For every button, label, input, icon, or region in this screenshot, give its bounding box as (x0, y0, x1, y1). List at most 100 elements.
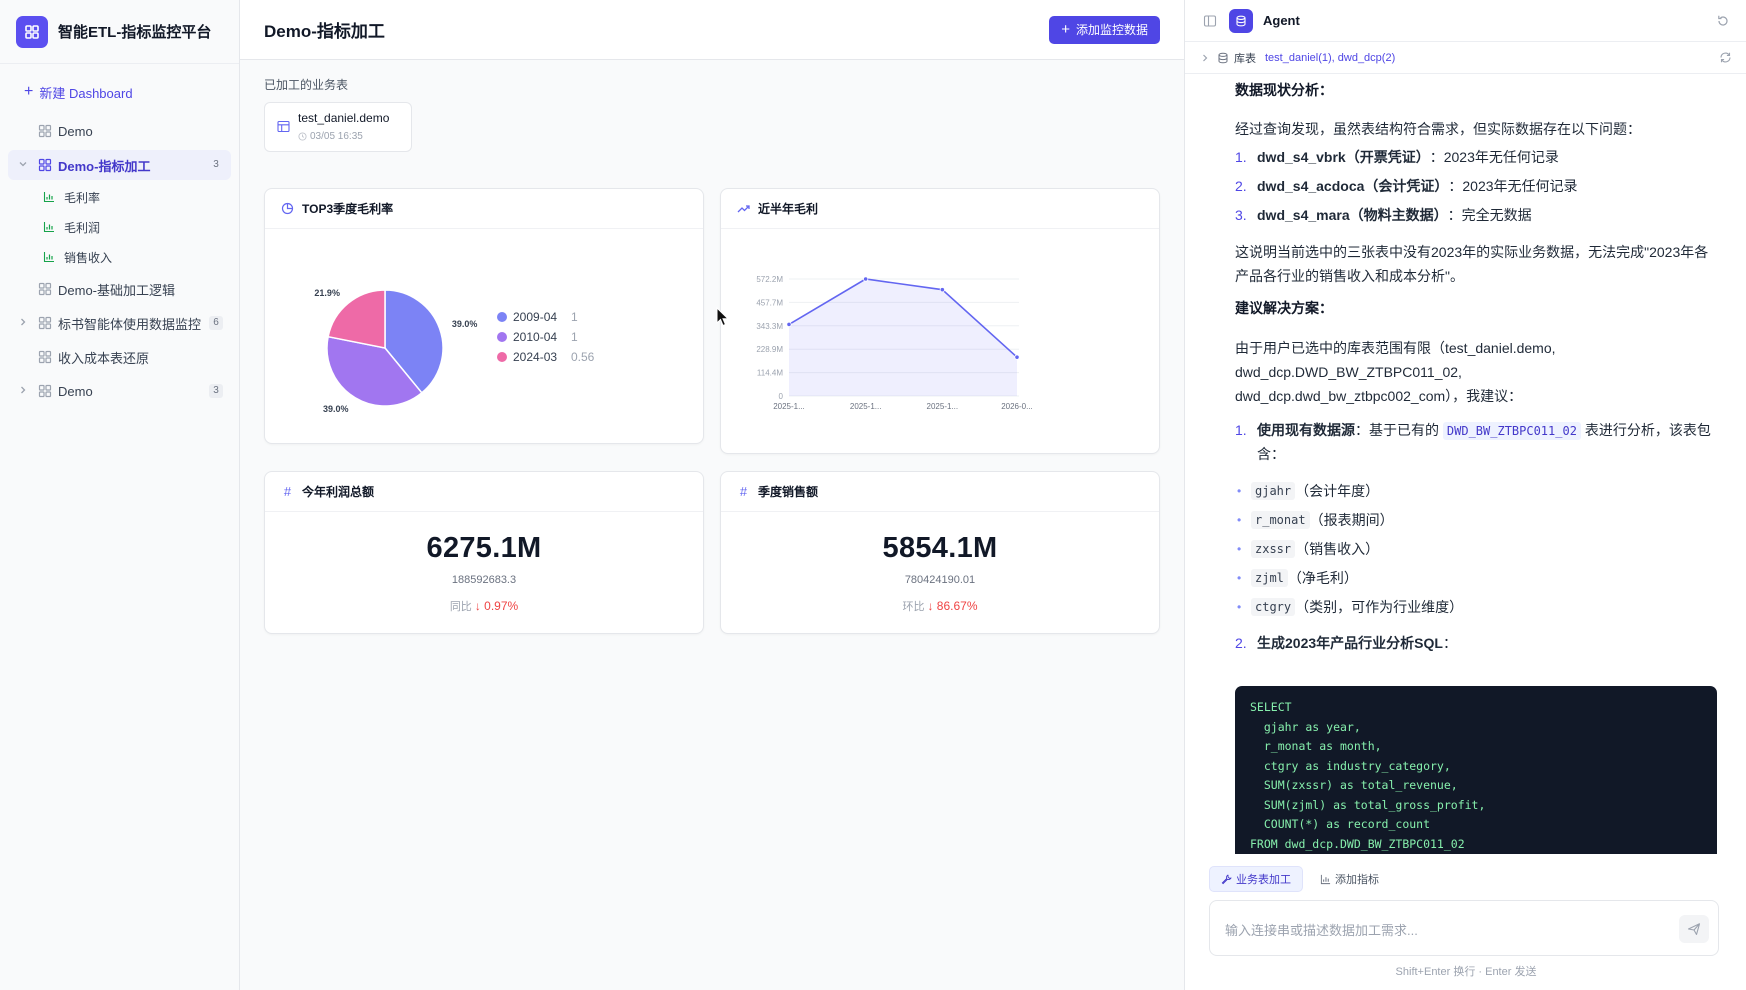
suggestion-title: 生成2023年产品行业分析SQL (1257, 635, 1443, 651)
keyboard-hint: Shift+Enter 换行 · Enter 发送 (1395, 966, 1537, 978)
table-name: test_daniel.demo (298, 111, 390, 125)
chevron-right-icon[interactable] (1199, 52, 1211, 64)
processed-table-card[interactable]: test_daniel.demo 03/05 16:35 (264, 102, 412, 152)
send-button[interactable] (1679, 915, 1709, 943)
legend-label: 2024-03 (513, 350, 558, 364)
tab-add-metric[interactable]: 添加指标 (1309, 866, 1390, 892)
reset-icon[interactable] (1716, 14, 1730, 28)
count-badge: 6 (209, 316, 223, 330)
message-paragraph: 经过查询发现，虽然表结构符合需求，但实际数据存在以下问题： (1235, 121, 1641, 137)
area-chart: 572.2M457.7M343.3M228.9M114.4M02025-1...… (756, 275, 1032, 411)
legend-value: 0.56 (571, 350, 595, 364)
legend-value: 1 (571, 330, 578, 344)
legend-swatch (497, 352, 507, 362)
bullet: • (1237, 541, 1242, 556)
bullet: • (1237, 599, 1242, 614)
card-header: 近半年毛利 (721, 189, 1159, 229)
change-value: ↓ 86.67% (927, 599, 978, 613)
tab-label: 业务表加工 (1236, 874, 1291, 886)
data-point[interactable] (863, 276, 869, 282)
sidebar-subitem-label: 毛利润 (64, 220, 101, 235)
chevron-down-icon[interactable] (16, 157, 30, 171)
panel-toggle-icon[interactable] (1203, 14, 1217, 28)
legend-item[interactable]: 2024-03 0.56 (497, 347, 594, 367)
data-point[interactable] (786, 321, 792, 328)
sidebar-item-demo-metrics[interactable]: Demo-指标加工 3 (8, 150, 231, 180)
comparison-label: 同比 (449, 601, 472, 613)
agent-panel: Agent 库表 test_daniel(1), dwd_dcp(2) 数据现状… (1184, 0, 1746, 990)
legend-item[interactable]: 2010-04 1 (497, 327, 594, 347)
data-point[interactable] (1014, 354, 1020, 360)
table-date: 03/05 16:35 (298, 131, 363, 142)
send-icon (1687, 923, 1701, 936)
data-point[interactable] (939, 287, 945, 293)
count-badge: 3 (213, 159, 219, 170)
sql-code-block[interactable]: SELECT gjahr as year, r_monat as month, … (1235, 686, 1717, 854)
list-number: 3. (1235, 207, 1247, 223)
chevron-right-icon[interactable] (16, 383, 30, 397)
pie-chart-icon (281, 202, 294, 215)
kpi-comparison: 同比 ↓ 0.97% (265, 598, 703, 614)
sidebar-subitem-gross-margin[interactable]: 毛利率 (8, 184, 231, 210)
message-paragraph: 由于用户已选中的库表范围有限（test_daniel.demo, dwd_dcp… (1235, 340, 1556, 404)
pie-slice[interactable] (326, 335, 423, 407)
area-fill (789, 279, 1017, 396)
suggestion-item: 1. 使用现有数据源：基于已有的 DWD_BW_ZTBPC011_02 表进行分… (1235, 419, 1720, 466)
field-item: • gjahr （会计年度） (1235, 476, 1379, 505)
agent-logo-icon (1229, 8, 1253, 33)
scope-label: 库表 (1234, 52, 1256, 65)
legend-value: 1 (571, 310, 578, 324)
mouse-cursor-icon (716, 307, 730, 327)
card-header: TOP3季度毛利率 (265, 189, 703, 229)
count-badge: 3 (209, 384, 223, 398)
legend-item[interactable]: 2009-04 1 (497, 307, 594, 327)
pie-slice[interactable] (327, 289, 386, 349)
add-monitor-data-button[interactable]: + 添加监控数据 (1049, 15, 1160, 44)
suggestion-title: 使用现有数据源 (1257, 422, 1355, 438)
sidebar-item-revenue-cost[interactable]: 收入成本表还原 (8, 342, 231, 372)
list-number: 2. (1235, 635, 1247, 651)
field-desc: （报表期间） (1309, 511, 1394, 528)
tab-label: 添加指标 (1335, 874, 1379, 886)
table-date-text: 03/05 16:35 (310, 131, 363, 142)
database-icon (1218, 52, 1228, 63)
field-code: zjml (1251, 568, 1288, 587)
change-value: ↓ 0.97% (474, 599, 519, 613)
sidebar-subitem-label: 毛利率 (64, 190, 101, 205)
composer-tabs: 业务表加工 添加指标 (1209, 866, 1396, 892)
bar-chart-icon (1320, 874, 1331, 884)
sidebar-subitem-sales-revenue[interactable]: 销售收入 (8, 244, 231, 270)
app-logo-icon (16, 15, 48, 48)
sidebar-item-bid-agent-monitor[interactable]: 标书智能体使用数据监控 6 (8, 308, 231, 338)
issue-text: ：完全无数据 (1447, 207, 1532, 223)
sidebar-item-demo-2[interactable]: Demo 3 (8, 376, 231, 406)
y-tick-label: 228.9M (756, 345, 783, 354)
list-number: 2. (1235, 178, 1247, 194)
page-title: Demo-指标加工 (264, 22, 385, 41)
table-icon (277, 120, 290, 133)
field-item: • zjml （净毛利） (1235, 563, 1358, 592)
kpi-card-annual-profit: # 今年利润总额 6275.1M 188592683.3 同比 ↓ 0.97% (264, 471, 704, 634)
field-code: ctgry (1251, 597, 1296, 616)
hash-icon: # (283, 484, 292, 499)
x-tick-label: 2025-1... (850, 402, 882, 411)
pie-slice[interactable] (384, 289, 444, 394)
table-code: DWD_BW_ZTBPC011_02 (1442, 422, 1581, 440)
new-dashboard-label: 新建 Dashboard (39, 85, 133, 101)
sidebar-subitem-gross-profit[interactable]: 毛利润 (8, 214, 231, 240)
refresh-icon[interactable] (1719, 51, 1732, 64)
card-title: 季度销售额 (758, 485, 819, 499)
sidebar-item-demo-basic[interactable]: Demo-基础加工逻辑 (8, 274, 231, 304)
chat-input[interactable]: 输入连接串或描述数据加工需求... (1209, 900, 1719, 956)
wrench-icon (1221, 874, 1232, 884)
new-dashboard-button[interactable]: + 新建 Dashboard (24, 80, 239, 104)
bar-chart-icon (43, 252, 54, 263)
tab-business-table[interactable]: 业务表加工 (1209, 866, 1303, 892)
field-item: • r_monat （报表期间） (1235, 505, 1394, 534)
scope-bar[interactable]: 库表 test_daniel(1), dwd_dcp(2) (1185, 42, 1746, 74)
agent-name: Agent (1263, 13, 1300, 28)
issue-text: ：2023年无任何记录 (1448, 178, 1578, 194)
sidebar-item-demo[interactable]: Demo (8, 116, 231, 146)
card-header: # 季度销售额 (721, 472, 1159, 512)
chevron-right-icon[interactable] (16, 315, 30, 329)
